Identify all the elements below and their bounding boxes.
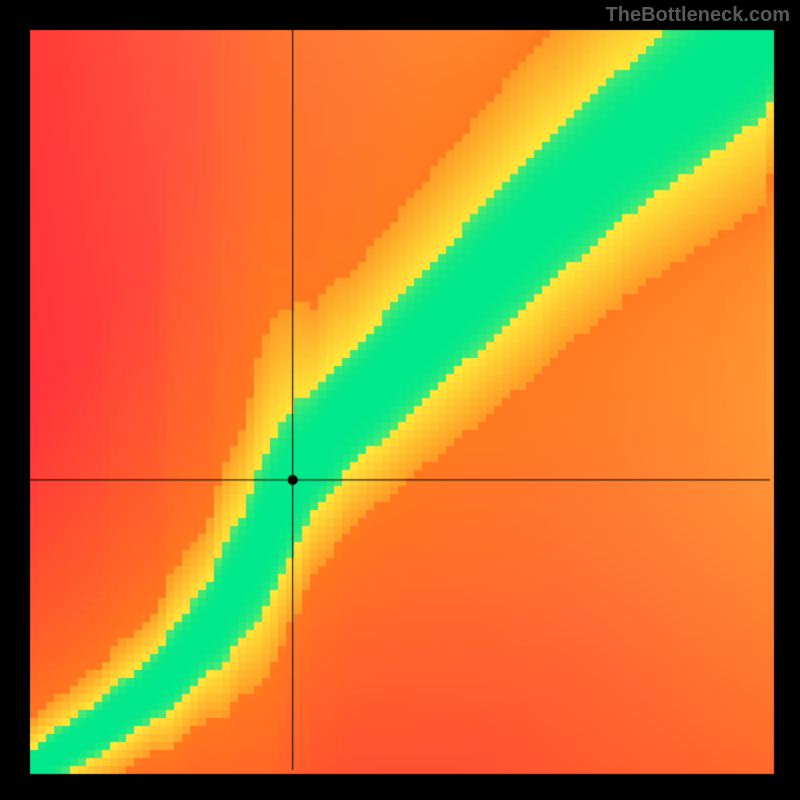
chart-container: TheBottleneck.com (0, 0, 800, 800)
attribution-label: TheBottleneck.com (606, 4, 790, 27)
bottleneck-heatmap (0, 0, 800, 800)
